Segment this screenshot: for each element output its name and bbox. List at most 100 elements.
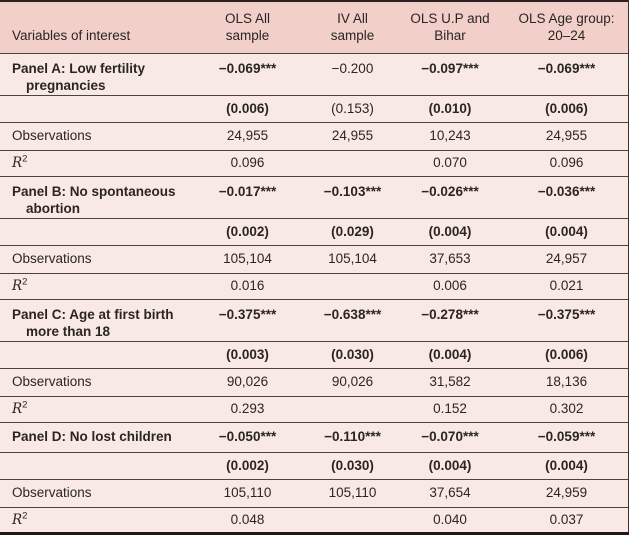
se-cell: (0.002)	[185, 218, 310, 246]
column-header-line: sample	[330, 28, 375, 44]
se-cell: (0.004)	[505, 452, 629, 480]
panel-label-line: Panel C: Age at first birth	[12, 306, 174, 322]
coef-cell: −0.026***	[395, 176, 505, 219]
r-squared-label: R2	[0, 150, 185, 177]
r2-cell	[310, 273, 395, 300]
column-header-ols-up-bihar: OLS U.P and Bihar	[395, 1, 505, 54]
coef-cell: −0.375***	[185, 299, 310, 342]
se-cell: (0.003)	[185, 341, 310, 369]
panel-d-coefficient-row: Panel D: No lost children −0.050*** −0.1…	[0, 422, 629, 453]
obs-cell: 10,243	[395, 122, 505, 151]
panel-c-label: Panel C: Age at first birth more than 18	[0, 299, 185, 342]
r-squared-label: R2	[0, 273, 185, 300]
r2-cell: 0.070	[395, 150, 505, 177]
coef-cell: −0.017***	[185, 176, 310, 219]
column-header-iv-all-sample: IV All sample	[310, 1, 395, 54]
r2-cell	[310, 150, 395, 177]
r-symbol: R	[12, 511, 23, 528]
se-cell: (0.004)	[395, 341, 505, 369]
se-cell: (0.030)	[310, 341, 395, 369]
coef-cell: −0.200	[310, 53, 395, 96]
obs-cell: 31,582	[395, 368, 505, 397]
se-cell: (0.004)	[395, 218, 505, 246]
panel-label-line: pregnancies	[26, 77, 106, 93]
se-cell: (0.006)	[505, 95, 629, 123]
panel-b-label: Panel B: No spontaneous abortion	[0, 176, 185, 219]
coef-cell: −0.375***	[505, 299, 629, 342]
obs-cell: 90,026	[185, 368, 310, 397]
panel-a-rsquared-row: R2 0.096 0.070 0.096	[0, 150, 629, 177]
column-header-line: OLS U.P and	[410, 10, 490, 26]
r2-cell: 0.152	[395, 396, 505, 423]
column-header-ols-age-group: OLS Age group: 20–24	[505, 1, 629, 54]
coef-cell: −0.059***	[505, 422, 629, 453]
empty-cell	[0, 341, 185, 369]
observations-label: Observations	[0, 245, 185, 274]
panel-label-line: abortion	[26, 200, 80, 216]
coef-cell: −0.050***	[185, 422, 310, 453]
observations-label: Observations	[0, 479, 185, 508]
obs-cell: 24,955	[185, 122, 310, 151]
obs-cell: 37,653	[395, 245, 505, 274]
obs-cell: 24,959	[505, 479, 629, 508]
r-symbol: R	[12, 155, 23, 172]
r-squared-label: R2	[0, 507, 185, 533]
observations-label: Observations	[0, 368, 185, 397]
r2-cell: 0.040	[433, 511, 467, 527]
r2-cell: 0.096	[185, 150, 310, 177]
r2-cell: 0.302	[505, 396, 629, 423]
obs-cell: 105,104	[185, 245, 310, 274]
r2-cell: 0.016	[185, 273, 310, 300]
se-cell: (0.030)	[310, 452, 395, 480]
panel-a-observations-row: Observations 24,955 24,955 10,243 24,955	[0, 122, 629, 151]
column-header-line: OLS All	[224, 10, 271, 26]
column-header-line: OLS Age group:	[518, 10, 615, 26]
r-symbol: R	[12, 401, 23, 418]
panel-a-label: Panel A: Low fertility pregnancies	[0, 53, 185, 96]
panel-c-coefficient-row: Panel C: Age at first birth more than 18…	[0, 299, 629, 342]
r-squared-label: R2	[0, 396, 185, 423]
column-header-variables: Variables of interest	[0, 1, 185, 54]
coef-cell: −0.103***	[310, 176, 395, 219]
panel-label-line: Panel B: No spontaneous	[12, 183, 176, 199]
obs-cell: 105,110	[185, 479, 310, 508]
obs-cell: 105,104	[310, 245, 395, 274]
panel-c-rsquared-row: R2 0.293 0.152 0.302	[0, 396, 629, 423]
r2-cell: 0.048	[230, 511, 265, 527]
column-header-ols-all-sample: OLS All sample	[185, 1, 310, 54]
panel-a-se-row: (0.006) (0.153) (0.010) (0.006)	[0, 95, 629, 123]
panel-d-observations-row: Observations 105,110 105,110 37,654 24,9…	[0, 479, 629, 508]
column-header-line: 20–24	[547, 28, 586, 44]
empty-cell	[0, 218, 185, 246]
panel-c-observations-row: Observations 90,026 90,026 31,582 18,136	[0, 368, 629, 397]
column-header-line: Bihar	[434, 28, 466, 44]
coef-cell: −0.036***	[505, 176, 629, 219]
r-exponent: 2	[22, 510, 28, 522]
panel-d-rsquared-row: R2 0.048 0.040 0.037	[0, 507, 629, 533]
panel-b-coefficient-row: Panel B: No spontaneous abortion −0.017*…	[0, 176, 629, 219]
se-cell: (0.153)	[310, 95, 395, 123]
obs-cell: 105,110	[310, 479, 395, 508]
obs-cell: 18,136	[505, 368, 629, 397]
se-cell: (0.004)	[395, 452, 505, 480]
r-exponent: 2	[22, 399, 28, 411]
r2-cell: 0.293	[185, 396, 310, 423]
coef-cell: −0.110***	[310, 422, 395, 453]
obs-cell: 24,957	[505, 245, 629, 274]
r2-cell	[310, 396, 395, 423]
panel-d-label: Panel D: No lost children	[0, 422, 185, 453]
coef-cell: −0.097***	[395, 53, 505, 96]
empty-cell	[0, 95, 185, 123]
r-symbol: R	[12, 278, 23, 295]
obs-cell: 24,955	[310, 122, 395, 151]
r2-cell: 0.037	[549, 511, 584, 527]
se-cell: (0.029)	[310, 218, 395, 246]
coef-cell: −0.069***	[185, 53, 310, 96]
obs-cell: 37,654	[395, 479, 505, 508]
panel-b-observations-row: Observations 105,104 105,104 37,653 24,9…	[0, 245, 629, 274]
r-exponent: 2	[22, 153, 28, 165]
r2-cell	[310, 507, 395, 533]
se-cell: (0.010)	[395, 95, 505, 123]
